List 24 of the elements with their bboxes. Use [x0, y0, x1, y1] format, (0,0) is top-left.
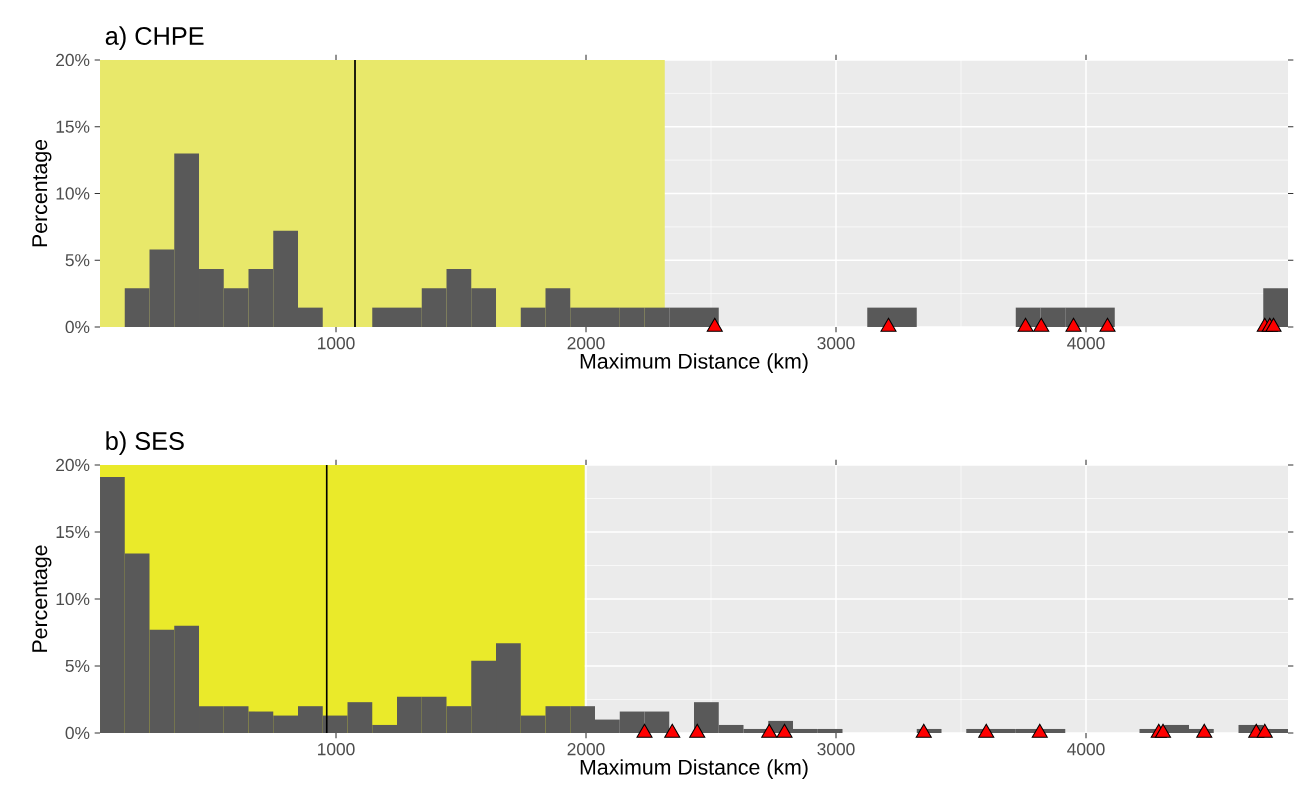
- y-tick-label: 0%: [65, 726, 90, 740]
- y-tick-label: 5%: [65, 254, 90, 267]
- x-tick-label: 1000: [318, 337, 355, 350]
- y-tick-label: 15%: [56, 120, 90, 133]
- chart-title: b) SES: [106, 431, 184, 455]
- x-tick-label: 4000: [1067, 337, 1105, 350]
- x-tick-label: 3000: [817, 743, 855, 756]
- x-axis-title: Maximum Distance (km): [580, 353, 808, 373]
- y-axis-title: Percentage: [32, 545, 52, 652]
- y-tick-label: 20%: [56, 458, 90, 472]
- x-tick-label: 3000: [817, 337, 855, 350]
- x-tick-label: 2000: [567, 743, 605, 756]
- y-axis-title: Percentage: [32, 139, 52, 247]
- x-tick-label: 2000: [567, 337, 605, 350]
- y-tick-label: 10%: [56, 187, 90, 200]
- y-tick-label: 20%: [56, 53, 90, 67]
- x-axis-title: Maximum Distance (km): [580, 759, 808, 779]
- x-tick-label: 4000: [1067, 743, 1105, 756]
- y-tick-label: 5%: [65, 659, 90, 673]
- y-tick-label: 10%: [56, 592, 90, 606]
- y-tick-label: 0%: [65, 320, 90, 334]
- x-tick-label: 1000: [318, 743, 355, 756]
- chart-title: a) CHPE: [105, 26, 204, 50]
- y-tick-label: 15%: [56, 525, 90, 539]
